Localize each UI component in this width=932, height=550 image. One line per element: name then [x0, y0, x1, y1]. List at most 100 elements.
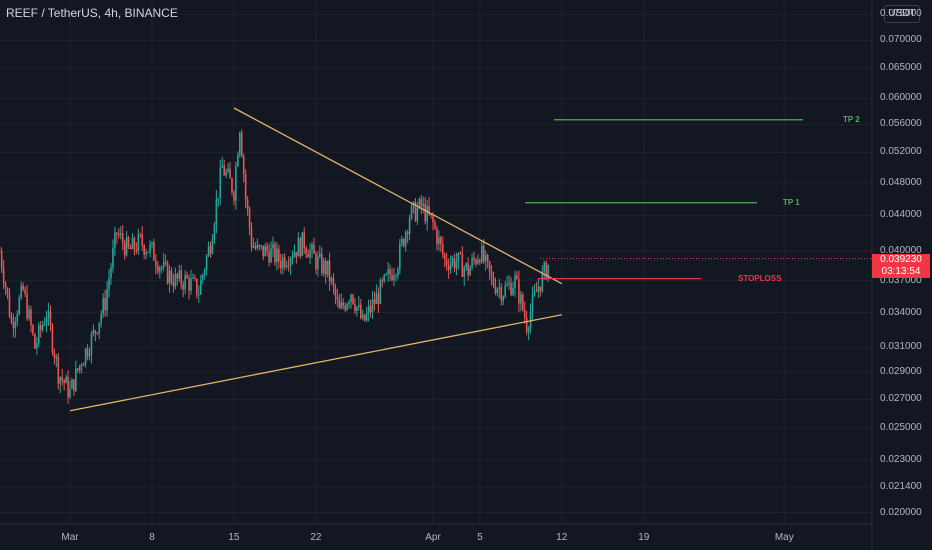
candle-body [14, 321, 17, 329]
candle-body [199, 279, 202, 295]
candle-body [8, 294, 11, 317]
candle-body [246, 199, 249, 209]
candle-body [264, 246, 266, 257]
candle-body [449, 263, 452, 270]
candle-body [486, 254, 489, 262]
candle-body [160, 267, 163, 269]
candle-body [521, 294, 524, 310]
candle-body [463, 267, 466, 277]
target-levels[interactable] [525, 119, 872, 280]
candle-body [20, 285, 23, 298]
candle-body [447, 265, 450, 270]
candle-body [100, 313, 103, 323]
price-tick-label: 0.052000 [880, 146, 922, 158]
trendline-ascending-support[interactable] [69, 314, 562, 412]
candle-body [279, 261, 282, 269]
candle-body [465, 263, 467, 268]
candle-body [164, 261, 167, 263]
time-tick-label: 22 [310, 532, 322, 543]
candle-body [123, 243, 126, 256]
candle-body [430, 214, 432, 216]
candle-body [356, 306, 358, 311]
candle-body [69, 388, 71, 397]
candle-body [61, 377, 63, 381]
candle-body [102, 297, 104, 314]
candle-body [516, 275, 518, 280]
candle-body [149, 244, 151, 252]
candle-body [39, 325, 42, 330]
time-tick-label: May [774, 532, 794, 543]
time-tick-label: Apr [425, 532, 441, 543]
candle-body [84, 348, 87, 364]
candle-body [477, 259, 479, 264]
candle-body [319, 253, 321, 257]
candle-body [410, 205, 413, 219]
candle-body [82, 363, 85, 366]
candle-body [233, 192, 235, 201]
candle-body [155, 260, 157, 267]
candle-body [256, 244, 259, 249]
candle-body [6, 287, 9, 295]
candle-body [445, 259, 448, 266]
price-tick-label: 0.027000 [880, 393, 922, 405]
candle-body [106, 289, 108, 311]
candle-body [295, 252, 298, 257]
candle-body [418, 198, 421, 208]
candle-body [75, 368, 77, 391]
candle-body [117, 234, 120, 236]
price-tick-label: 0.048000 [880, 176, 922, 188]
candle-body [397, 269, 399, 276]
candle-body [338, 299, 341, 309]
trendline-descending-resistance[interactable] [233, 107, 563, 285]
candle-body [457, 252, 460, 262]
candle-body [527, 328, 530, 333]
candle-body [387, 269, 389, 274]
price-tick-label: 0.044000 [880, 209, 922, 221]
candle-body [78, 365, 81, 371]
candle-body [94, 330, 97, 333]
candle-body [424, 203, 427, 222]
candle-body [244, 174, 247, 200]
candle-body [322, 260, 325, 274]
candle-body [178, 270, 181, 279]
candle-body [110, 267, 112, 279]
candle-body [158, 267, 161, 272]
candle-body [73, 379, 75, 391]
candle-body [133, 237, 136, 250]
candle-body [523, 309, 526, 318]
candle-body [492, 276, 495, 286]
candle-body [125, 237, 128, 256]
candle-body [108, 278, 110, 290]
candle-body [227, 168, 229, 172]
candle-body [196, 278, 198, 296]
candle-body [258, 244, 261, 247]
candle-body [98, 322, 101, 334]
currency-button[interactable]: USDT [884, 5, 920, 23]
candle-body [217, 198, 220, 200]
candle-body [237, 154, 239, 167]
candle-body [45, 317, 48, 325]
candle-body [365, 313, 368, 321]
level-label-stoploss: STOPLOSS [738, 273, 782, 283]
candle-body [268, 251, 270, 263]
candle-body [41, 324, 44, 330]
candle-body [274, 244, 276, 263]
candle-body [96, 332, 99, 334]
candle-body [311, 244, 313, 250]
candle-body [190, 278, 192, 291]
candle-body [328, 260, 331, 282]
candle-body [305, 248, 307, 254]
candle-body [297, 238, 300, 257]
candle-body [278, 248, 280, 262]
candle-body [135, 249, 138, 252]
candle-body [145, 252, 147, 255]
candle-body [67, 376, 69, 397]
trendlines[interactable] [69, 107, 563, 412]
candle-body [402, 239, 405, 247]
candle-body [494, 285, 497, 294]
price-tick-label: 0.031000 [880, 341, 922, 353]
candle-body [350, 294, 352, 303]
candle-body [428, 205, 430, 215]
candle-body [400, 239, 403, 244]
